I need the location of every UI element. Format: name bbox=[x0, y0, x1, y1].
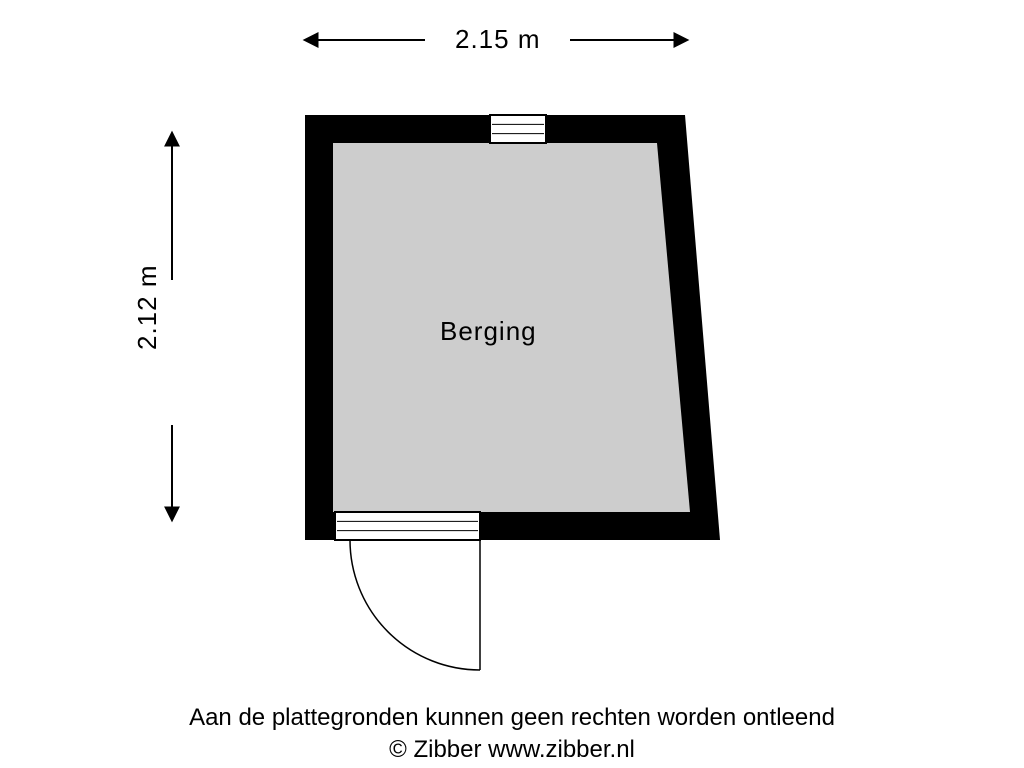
dimension-height-label: 2.12 m bbox=[132, 265, 163, 351]
disclaimer-line1: Aan de plattegronden kunnen geen rechten… bbox=[189, 704, 835, 731]
room-label: Berging bbox=[440, 316, 537, 347]
disclaimer-footer: Aan de plattegronden kunnen geen rechten… bbox=[0, 702, 1024, 767]
dimension-width-label: 2.15 m bbox=[455, 24, 541, 55]
floorplan-canvas bbox=[0, 0, 1024, 768]
credit-line: © Zibber www.zibber.nl bbox=[389, 736, 635, 763]
